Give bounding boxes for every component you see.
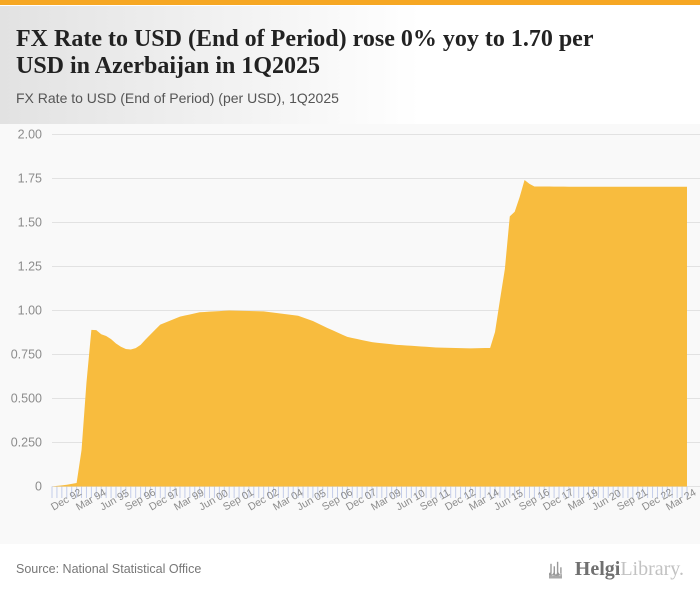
svg-text:0.750: 0.750 — [11, 348, 42, 362]
svg-text:1.50: 1.50 — [18, 216, 42, 230]
svg-text:0.500: 0.500 — [11, 392, 42, 406]
svg-text:2.00: 2.00 — [18, 128, 42, 142]
svg-text:1.00: 1.00 — [18, 304, 42, 318]
svg-text:1.75: 1.75 — [18, 172, 42, 186]
svg-text:0: 0 — [35, 480, 42, 494]
svg-text:0.250: 0.250 — [11, 436, 42, 450]
svg-text:1.25: 1.25 — [18, 260, 42, 274]
